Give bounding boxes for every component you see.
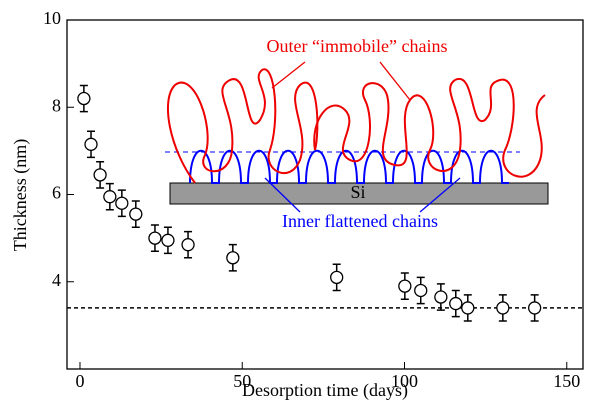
data-point xyxy=(434,290,448,304)
outer-chain xyxy=(454,77,546,178)
data-point xyxy=(496,301,510,315)
data-point xyxy=(103,190,117,204)
y-tick-label: 6 xyxy=(52,183,61,203)
data-point xyxy=(449,296,463,311)
annotation-arrow xyxy=(419,177,461,213)
outer-chain xyxy=(313,79,462,172)
data-point xyxy=(398,279,412,293)
annotation-arrow xyxy=(264,177,301,213)
inner-chains xyxy=(189,150,509,184)
y-axis-label: Thickness (nm) xyxy=(10,139,31,251)
data-point xyxy=(148,231,162,245)
x-tick-label: 50 xyxy=(233,371,251,391)
y-tick-label: 4 xyxy=(52,270,61,290)
data-point xyxy=(527,301,542,315)
data-point xyxy=(129,207,143,221)
x-tick-label: 150 xyxy=(553,371,580,391)
outer-chain xyxy=(167,68,319,184)
data-point xyxy=(77,91,91,106)
inset-schematic: Outer “immobile” chains Si Inner flatten… xyxy=(165,36,549,231)
y-tick-label: 10 xyxy=(43,8,61,28)
data-point xyxy=(93,168,107,182)
data-point xyxy=(181,238,195,252)
data-point xyxy=(115,196,129,210)
annotation-outer: Outer “immobile” chains xyxy=(267,36,448,56)
data-point xyxy=(414,283,428,298)
annotation-si: Si xyxy=(350,182,365,202)
y-tick-label: 8 xyxy=(52,95,61,115)
data-point xyxy=(330,270,344,285)
annotation-arrow xyxy=(271,61,306,89)
annotation-inner: Inner flattened chains xyxy=(282,211,438,231)
x-tick-label: 100 xyxy=(391,371,418,391)
data-point xyxy=(161,233,175,247)
data-point xyxy=(226,251,240,265)
data-point xyxy=(461,301,475,315)
x-tick-label: 0 xyxy=(75,371,84,391)
annotation-arrow xyxy=(379,61,411,101)
x-axis-label: Desorption time (days) xyxy=(242,380,408,401)
data-point xyxy=(84,137,98,151)
